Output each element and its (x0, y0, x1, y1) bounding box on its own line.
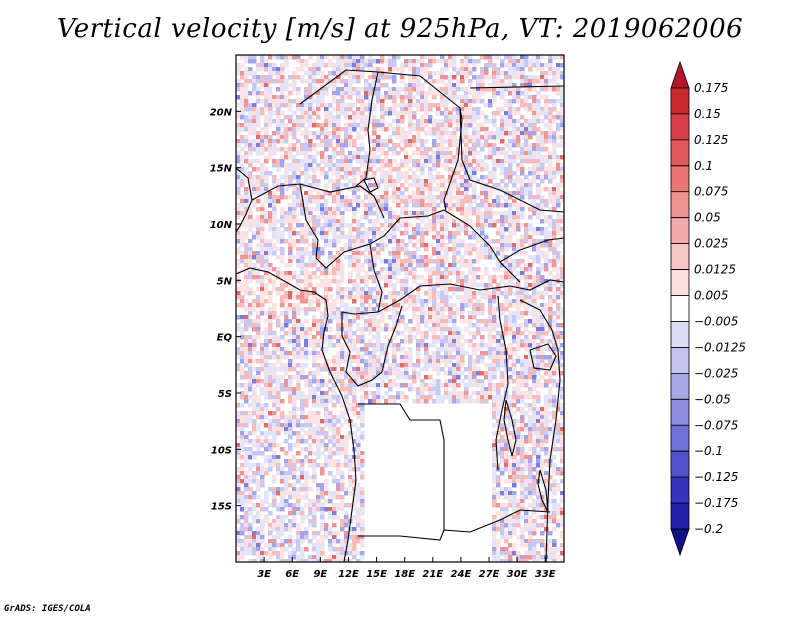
colorbar-bin (670, 424, 690, 452)
lon-tick-label: 12E (338, 569, 359, 580)
lon-tick-label: 15E (366, 569, 387, 580)
lat-tick-label: 15N (210, 164, 233, 175)
colorbar-bin (670, 60, 690, 89)
border-east (519, 299, 561, 562)
border-sudan-east (469, 85, 564, 89)
coastline-gulf-of-guinea (236, 267, 357, 562)
map-title: Vertical velocity [m/s] at 925hPa, VT: 2… (56, 14, 744, 44)
lat-tick-label: 5N (217, 276, 233, 287)
lat-tick-label: 10S (211, 445, 232, 456)
colorbar-bin (670, 165, 690, 193)
coastline-west (236, 167, 253, 233)
border-drc-east (495, 295, 509, 471)
colorbar-label: 0.005 (694, 289, 728, 303)
colorbar-bin (670, 476, 690, 504)
colorbar-bin (670, 113, 690, 141)
colorbar-label: 0.15 (694, 107, 721, 121)
colorbar-label: 0.175 (694, 81, 728, 95)
colorbar-bin (670, 295, 690, 322)
colorbar-bin (670, 217, 690, 245)
colorbar-bin (670, 450, 690, 478)
border-nigeria-cameroon (299, 183, 385, 269)
colorbar-bin (670, 87, 690, 115)
lon-tick-label: 3E (257, 569, 271, 580)
lat-tick-label: 10N (210, 220, 233, 231)
colorbar-bin (670, 372, 690, 400)
lon-tick-label: 33E (535, 569, 556, 580)
lat-tick-label: 5S (218, 389, 232, 400)
map-axes: 20N 15N 10N 5N EQ 5S 10S 15S 3E 6E 9E 12E 15E 18E 21E 2… (210, 107, 556, 580)
colorbar-bin (670, 528, 690, 557)
lake-tanganyika (503, 399, 517, 457)
colorbar-bin (670, 191, 690, 219)
border-drc-angola (358, 403, 445, 478)
map-frame (235, 54, 565, 563)
colorbar-label: −0.125 (694, 470, 738, 484)
border-zambia (443, 478, 551, 533)
colorbar-bin (670, 347, 690, 374)
border-sudan (459, 107, 564, 213)
border-angola-south (358, 529, 445, 541)
lake-victoria (529, 343, 557, 371)
lake-malawi (537, 469, 549, 513)
lon-tick-label: 18E (394, 569, 415, 580)
colorbar-label: −0.05 (694, 392, 731, 406)
lat-tick-label: EQ (217, 333, 233, 344)
colorbar-label: −0.075 (694, 418, 738, 432)
colorbar-bin (670, 321, 690, 348)
border-south-sudan (499, 237, 564, 263)
vertical-velocity-field (236, 55, 564, 562)
colorbar-label: 0.125 (694, 133, 728, 147)
lon-tick-label: 27E (479, 569, 500, 580)
lon-tick-label: 24E (451, 569, 472, 580)
border-cameroon-car (341, 243, 383, 315)
lon-tick-label: 6E (285, 569, 299, 580)
lake-chad (363, 177, 379, 193)
lon-tick-label: 30E (507, 569, 528, 580)
colorbar-bin (670, 269, 690, 296)
colorbar-bin (670, 398, 690, 426)
lat-tick-label: 15S (211, 502, 232, 513)
colorbar-bin (670, 502, 690, 530)
colorbar-label: 0.1 (694, 159, 713, 173)
colorbar-label: −0.005 (694, 314, 738, 328)
grads-credit: GrADS: IGES/COLA (4, 604, 91, 614)
colorbar-label: 0.05 (694, 211, 721, 225)
colorbar-label: 0.0125 (694, 263, 736, 277)
border-drc-north (377, 279, 564, 313)
border-congo (341, 305, 403, 387)
colorbar-label: 0.075 (694, 185, 728, 199)
country-borders (236, 69, 564, 562)
colorbar-bin (670, 243, 690, 270)
colorbar-label: −0.0125 (694, 340, 746, 354)
colorbar-label: −0.1 (694, 444, 723, 458)
lat-tick-label: 20N (210, 107, 233, 118)
colorbar-label: −0.2 (694, 522, 723, 536)
lon-tick-label: 21E (422, 569, 443, 580)
colorbar: 0.175 0.15 0.125 0.1 0.075 0.05 0.025 0.0125 0.0… (670, 60, 746, 557)
border-car (383, 209, 521, 283)
colorbar-bin (670, 139, 690, 167)
border-nigeria-niger (251, 183, 385, 219)
lon-tick-label: 9E (313, 569, 327, 580)
colorbar-label: −0.025 (694, 366, 738, 380)
border-chad (355, 71, 379, 187)
colorbar-label: 0.025 (694, 237, 728, 251)
colorbar-label: −0.175 (694, 496, 738, 510)
